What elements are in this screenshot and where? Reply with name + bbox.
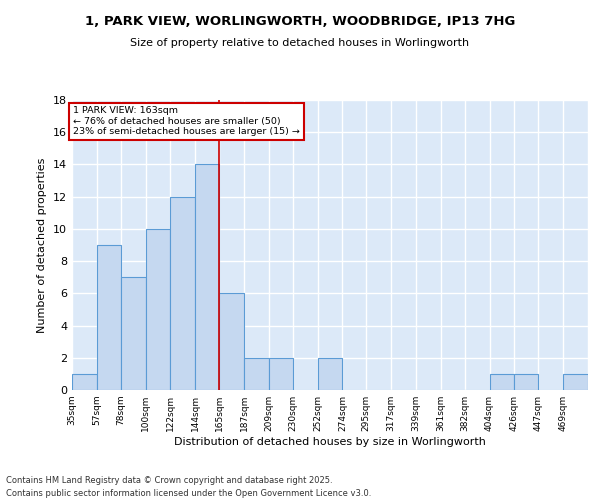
X-axis label: Distribution of detached houses by size in Worlingworth: Distribution of detached houses by size … bbox=[174, 437, 486, 447]
Bar bbox=[97, 245, 121, 390]
Bar bbox=[72, 374, 97, 390]
Bar bbox=[269, 358, 293, 390]
Bar bbox=[490, 374, 514, 390]
Text: Contains HM Land Registry data © Crown copyright and database right 2025.: Contains HM Land Registry data © Crown c… bbox=[6, 476, 332, 485]
Bar bbox=[170, 196, 196, 390]
Bar bbox=[563, 374, 588, 390]
Y-axis label: Number of detached properties: Number of detached properties bbox=[37, 158, 47, 332]
Text: Contains public sector information licensed under the Open Government Licence v3: Contains public sector information licen… bbox=[6, 488, 371, 498]
Bar bbox=[514, 374, 538, 390]
Bar bbox=[146, 229, 170, 390]
Text: Size of property relative to detached houses in Worlingworth: Size of property relative to detached ho… bbox=[130, 38, 470, 48]
Text: 1 PARK VIEW: 163sqm
← 76% of detached houses are smaller (50)
23% of semi-detach: 1 PARK VIEW: 163sqm ← 76% of detached ho… bbox=[73, 106, 300, 136]
Bar bbox=[196, 164, 219, 390]
Text: 1, PARK VIEW, WORLINGWORTH, WOODBRIDGE, IP13 7HG: 1, PARK VIEW, WORLINGWORTH, WOODBRIDGE, … bbox=[85, 15, 515, 28]
Bar bbox=[219, 294, 244, 390]
Bar bbox=[121, 277, 146, 390]
Bar bbox=[317, 358, 343, 390]
Bar bbox=[244, 358, 269, 390]
